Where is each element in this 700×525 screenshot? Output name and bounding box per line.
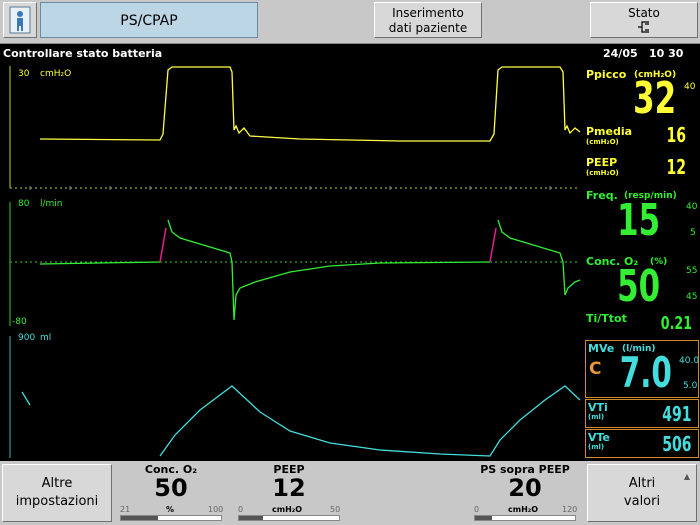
vti-label: VTi xyxy=(588,401,608,414)
setting-ps[interactable]: PS sopra PEEP 20 0 120 cmH₂O xyxy=(470,461,580,525)
setting-o2-unit: % xyxy=(166,505,175,514)
mve-limit-high: 40.0 xyxy=(679,356,700,366)
pmean-value: 16 xyxy=(666,123,686,147)
o2-label: Conc. O₂ xyxy=(586,255,639,268)
vte-box: VTe (ml) 506 xyxy=(585,429,699,458)
flow-curve-inspiration-onset xyxy=(159,227,497,263)
peep-unit: (cmH₂O) xyxy=(586,169,619,177)
peep-value: 12 xyxy=(666,155,686,179)
expand-arrow-icon: ▲ xyxy=(683,472,690,481)
bottom-bar: Altre impostazioni Conc. O₂ 50 21 100 % … xyxy=(0,461,700,525)
setting-o2-value: 50 xyxy=(154,474,188,502)
freq-label: Freq. xyxy=(586,189,618,202)
plug-icon xyxy=(638,21,649,33)
freq-limit-high: 40 xyxy=(686,202,698,212)
volume-waveform-panel xyxy=(9,336,581,458)
setting-peep-slider[interactable] xyxy=(238,515,340,521)
o2-value: 50 xyxy=(617,261,660,312)
setting-peep-unit: cmH₂O xyxy=(272,505,303,514)
setting-o2-label: Conc. O₂ xyxy=(144,463,198,476)
top-bar: PS/CPAP Inserimento dati paziente Stato xyxy=(0,0,700,44)
o2-limit-high: 55 xyxy=(686,266,698,276)
time-axis-ticks xyxy=(29,186,551,190)
mve-box: MVe (l/min) C 7.0 40.0 5.0 xyxy=(585,340,699,398)
setting-peep-label: PEEP xyxy=(273,463,305,476)
status-label: Stato xyxy=(628,6,660,20)
setting-o2-slider-fill xyxy=(121,516,158,520)
time-display: 10 30 xyxy=(649,47,684,60)
patient-data-button[interactable]: Inserimento dati paziente xyxy=(374,2,482,38)
setting-ps-label: PS sopra PEEP xyxy=(480,463,570,476)
freq-unit: (resp/min) xyxy=(624,191,677,201)
volume-scale-top: 900 xyxy=(18,333,36,343)
freq-limit-low: 5 xyxy=(690,228,696,238)
pressure-curve xyxy=(39,66,581,142)
ventilation-mode-button[interactable]: PS/CPAP xyxy=(40,2,258,38)
setting-peep-min: 0 xyxy=(238,505,244,514)
battery-message: Controllare stato batteria xyxy=(3,47,163,60)
ppeak-limit: 40 xyxy=(684,82,696,92)
pressure-scale-top: 30 xyxy=(18,69,30,79)
setting-ps-slider[interactable] xyxy=(474,515,576,521)
measurements-panel: Ppicco (cmH₂O) 40 32 Pmedia (cmH₂O) 16 P… xyxy=(584,60,700,460)
pressure-unit: cmH₂O xyxy=(40,69,72,79)
flow-waveform-panel xyxy=(9,202,581,326)
vti-box: VTi (ml) 491 xyxy=(585,399,699,428)
ppeak-value: 32 xyxy=(633,73,676,124)
setting-peep[interactable]: PEEP 12 0 50 cmH₂O xyxy=(234,461,344,525)
vte-label: VTe xyxy=(588,431,611,444)
vte-value: 506 xyxy=(662,432,692,456)
person-icon xyxy=(9,6,31,34)
mve-label: MVe xyxy=(588,342,615,355)
patient-data-label-line1: Inserimento xyxy=(392,6,464,20)
other-values-button[interactable]: Altri valori ▲ xyxy=(587,464,697,522)
setting-o2[interactable]: Conc. O₂ 50 21 100 % xyxy=(116,461,226,525)
titot-value: 0.21 xyxy=(660,313,692,334)
patient-icon-button[interactable] xyxy=(3,2,37,38)
mve-limit-low: 5.0 xyxy=(683,381,698,391)
pressure-waveform-panel xyxy=(9,66,581,189)
waveform-area xyxy=(9,66,581,458)
setting-ps-max: 120 xyxy=(562,505,578,514)
pmean-label: Pmedia xyxy=(586,125,633,138)
peep-label: PEEP xyxy=(586,156,618,169)
flow-scale-top: 80 xyxy=(18,199,30,209)
o2-unit: (%) xyxy=(650,257,668,267)
other-settings-label-line2: impostazioni xyxy=(15,494,99,509)
flow-curve-expiration xyxy=(39,219,581,321)
vti-unit: (ml) xyxy=(588,413,605,421)
mve-unit: (l/min) xyxy=(622,344,656,354)
mve-value: 7.0 xyxy=(619,348,672,397)
freq-value: 15 xyxy=(617,195,660,246)
setting-ps-value: 20 xyxy=(508,474,542,502)
status-button[interactable]: Stato xyxy=(590,2,698,38)
pmean-unit: (cmH₂O) xyxy=(586,138,619,146)
setting-ps-unit: cmH₂O xyxy=(508,505,539,514)
setting-ps-min: 0 xyxy=(474,505,480,514)
setting-o2-min: 21 xyxy=(120,505,131,514)
volume-unit: ml xyxy=(40,333,52,343)
volume-curve xyxy=(21,385,581,457)
o2-limit-low: 45 xyxy=(686,292,698,302)
setting-ps-slider-fill xyxy=(475,516,492,520)
other-settings-button[interactable]: Altre impostazioni xyxy=(2,464,112,522)
date-display: 24/05 xyxy=(603,47,638,60)
titot-label: Ti/Ttot xyxy=(586,312,627,325)
mve-flag: C xyxy=(589,359,602,379)
setting-peep-max: 50 xyxy=(330,505,341,514)
ppeak-label: Ppicco xyxy=(586,68,627,81)
other-values-label-line1: Altri xyxy=(628,476,656,491)
setting-peep-slider-fill xyxy=(239,516,263,520)
flow-unit: l/min xyxy=(40,199,63,209)
patient-data-label-line2: dati paziente xyxy=(388,21,468,35)
vti-value: 491 xyxy=(662,402,692,426)
setting-o2-slider[interactable] xyxy=(120,515,222,521)
other-values-label-line2: valori xyxy=(623,494,661,509)
setting-peep-value: 12 xyxy=(272,474,306,502)
ppeak-unit: (cmH₂O) xyxy=(634,70,677,80)
vte-unit: (ml) xyxy=(588,443,605,451)
setting-o2-max: 100 xyxy=(208,505,224,514)
flow-scale-bottom: -80 xyxy=(12,317,27,327)
other-settings-label-line1: Altre xyxy=(41,476,73,491)
